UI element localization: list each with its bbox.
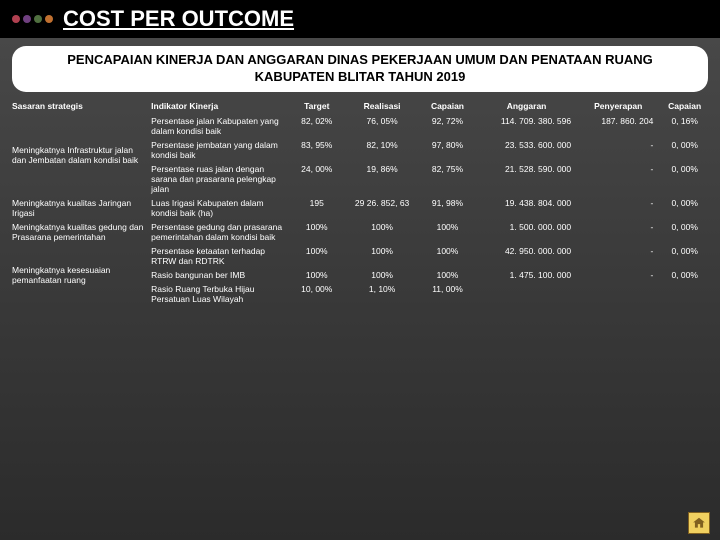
data-table: Sasaran strategis Indikator Kinerja Targ… bbox=[10, 98, 710, 306]
dot bbox=[34, 15, 42, 23]
cell: 21. 528. 590. 000 bbox=[476, 162, 577, 196]
title-dots bbox=[12, 15, 53, 23]
cell: 10, 00% bbox=[288, 282, 345, 306]
cell: 91, 98% bbox=[419, 196, 476, 220]
cell: - bbox=[577, 162, 659, 196]
cell: 0, 00% bbox=[659, 196, 710, 220]
th-capaian: Capaian bbox=[419, 98, 476, 114]
cell-sasaran: Meningkatnya kesesuaian pemanfaatan ruan… bbox=[10, 244, 149, 306]
cell: 100% bbox=[288, 220, 345, 244]
home-icon bbox=[692, 516, 706, 530]
subtitle-box: PENCAPAIAN KINERJA DAN ANGGARAN DINAS PE… bbox=[12, 46, 708, 92]
cell: Luas Irigasi Kabupaten dalam kondisi bai… bbox=[149, 196, 288, 220]
th-realisasi: Realisasi bbox=[345, 98, 419, 114]
dot bbox=[45, 15, 53, 23]
th-target: Target bbox=[288, 98, 345, 114]
cell: 97, 80% bbox=[419, 138, 476, 162]
cell: - bbox=[577, 244, 659, 268]
cell: 100% bbox=[288, 244, 345, 268]
cell: Persentase gedung dan prasarana pemerint… bbox=[149, 220, 288, 244]
cell: Rasio bangunan ber IMB bbox=[149, 268, 288, 282]
cell: 29 26. 852, 63 bbox=[345, 196, 419, 220]
table-row: Meningkatnya kualitas gedung dan Prasara… bbox=[10, 220, 710, 244]
cell: 76, 05% bbox=[345, 114, 419, 138]
cell: 1. 500. 000. 000 bbox=[476, 220, 577, 244]
table-row: Meningkatnya kesesuaian pemanfaatan ruan… bbox=[10, 244, 710, 268]
table-row: Meningkatnya kualitas Jaringan IrigasiLu… bbox=[10, 196, 710, 220]
cell-sasaran: Meningkatnya kualitas gedung dan Prasara… bbox=[10, 220, 149, 244]
cell: 114. 709. 380. 596 bbox=[476, 114, 577, 138]
cell: - bbox=[577, 268, 659, 282]
cell: 82, 10% bbox=[345, 138, 419, 162]
cell: 24, 00% bbox=[288, 162, 345, 196]
home-button[interactable] bbox=[688, 512, 710, 534]
cell: 0, 00% bbox=[659, 268, 710, 282]
cell: 100% bbox=[288, 268, 345, 282]
cell: 100% bbox=[419, 244, 476, 268]
cell: 100% bbox=[345, 220, 419, 244]
cell: 1, 10% bbox=[345, 282, 419, 306]
title-bar: COST PER OUTCOME bbox=[0, 0, 720, 38]
cell: 42. 950. 000. 000 bbox=[476, 244, 577, 268]
th-capaian2: Capaian bbox=[659, 98, 710, 114]
th-anggaran: Anggaran bbox=[476, 98, 577, 114]
cell: 1. 475. 100. 000 bbox=[476, 268, 577, 282]
cell: - bbox=[577, 138, 659, 162]
table-row: Meningkatnya Infrastruktur jalan dan Jem… bbox=[10, 114, 710, 138]
cell: 100% bbox=[419, 220, 476, 244]
cell: 0, 16% bbox=[659, 114, 710, 138]
cell-sasaran: Meningkatnya kualitas Jaringan Irigasi bbox=[10, 196, 149, 220]
cell: 11, 00% bbox=[419, 282, 476, 306]
cell: 83, 95% bbox=[288, 138, 345, 162]
cell: Persentase ketaatan terhadap RTRW dan RD… bbox=[149, 244, 288, 268]
cell: 100% bbox=[345, 244, 419, 268]
cell: - bbox=[577, 220, 659, 244]
cell: Persentase jembatan yang dalam kondisi b… bbox=[149, 138, 288, 162]
th-sasaran: Sasaran strategis bbox=[10, 98, 149, 114]
cell: 19, 86% bbox=[345, 162, 419, 196]
cell: - bbox=[577, 196, 659, 220]
cell: Persentase ruas jalan dengan sarana dan … bbox=[149, 162, 288, 196]
cell: 100% bbox=[345, 268, 419, 282]
dot bbox=[23, 15, 31, 23]
cell: 92, 72% bbox=[419, 114, 476, 138]
cell-sasaran: Meningkatnya Infrastruktur jalan dan Jem… bbox=[10, 114, 149, 196]
cell: 195 bbox=[288, 196, 345, 220]
cell: 82, 02% bbox=[288, 114, 345, 138]
dot bbox=[12, 15, 20, 23]
page-title: COST PER OUTCOME bbox=[63, 6, 294, 32]
cell: 100% bbox=[419, 268, 476, 282]
cell: 0, 00% bbox=[659, 138, 710, 162]
table-header-row: Sasaran strategis Indikator Kinerja Targ… bbox=[10, 98, 710, 114]
th-penyerapan: Penyerapan bbox=[577, 98, 659, 114]
th-indikator: Indikator Kinerja bbox=[149, 98, 288, 114]
cell: Rasio Ruang Terbuka Hijau Persatuan Luas… bbox=[149, 282, 288, 306]
cell: 0, 00% bbox=[659, 244, 710, 268]
cell: 82, 75% bbox=[419, 162, 476, 196]
cell bbox=[476, 282, 577, 306]
cell bbox=[659, 282, 710, 306]
cell: 187. 860. 204 bbox=[577, 114, 659, 138]
cell: 23. 533. 600. 000 bbox=[476, 138, 577, 162]
cell: 0, 00% bbox=[659, 162, 710, 196]
cell: Persentase jalan Kabupaten yang dalam ko… bbox=[149, 114, 288, 138]
cell: 19. 438. 804. 000 bbox=[476, 196, 577, 220]
data-table-wrap: Sasaran strategis Indikator Kinerja Targ… bbox=[10, 98, 710, 306]
cell: 0, 00% bbox=[659, 220, 710, 244]
cell bbox=[577, 282, 659, 306]
